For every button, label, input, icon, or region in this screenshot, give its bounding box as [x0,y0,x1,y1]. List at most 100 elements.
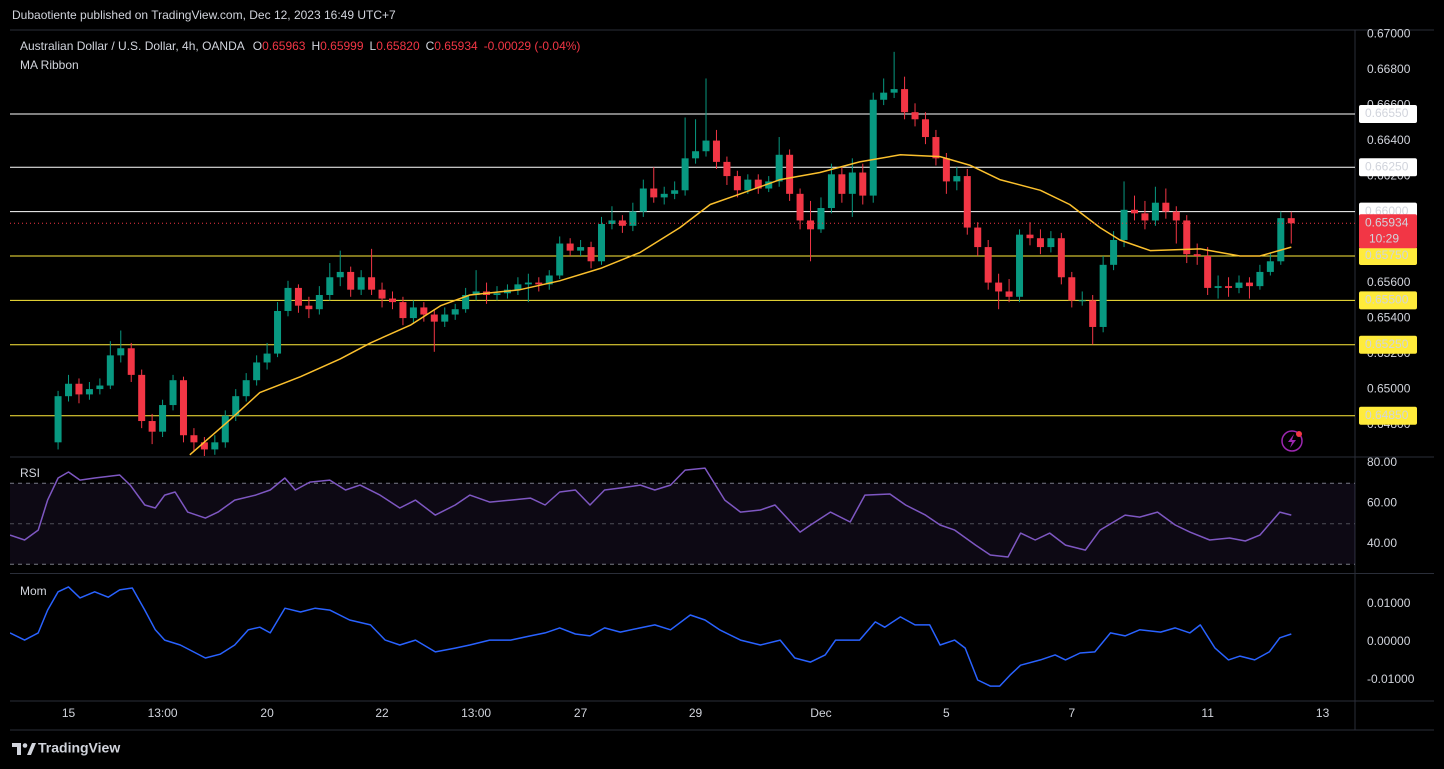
candle-body [420,307,428,315]
candle-body [984,247,992,283]
y-tick-label: 0.00000 [1367,634,1411,648]
candle-body [159,405,167,432]
candle-body [723,161,731,177]
candle-body [54,396,62,443]
tradingview-logo [12,743,36,755]
x-tick-label: 5 [943,706,950,720]
logo-mark [22,743,28,748]
last-price-box [1359,214,1417,249]
candle-body [190,435,198,443]
candle-body [1005,291,1013,297]
mom-line [10,586,1292,687]
price-change: -0.00029 (-0.04%) [484,39,581,53]
candle-body [545,275,553,285]
candle-body [650,188,658,198]
candle-body [1172,211,1180,221]
candle-body [817,208,825,230]
candle-body [1057,238,1065,278]
candle-body [1036,238,1044,248]
symbol-title: Australian Dollar / U.S. Dollar, 4h, OAN… [20,39,245,53]
y-tick-label: 0.65600 [1367,275,1411,289]
candle-body [1089,300,1097,327]
candle-body [744,179,752,191]
x-tick-label: 29 [689,706,703,720]
x-tick-label: 13:00 [148,706,178,720]
candle-body [524,282,532,285]
candle-body [629,211,637,226]
candle-body [566,243,574,251]
candle-body [702,140,710,152]
candle-body [890,89,898,93]
ohlc-value: 0.65934 [434,39,478,53]
candle-body [692,151,700,159]
candle-body [995,282,1003,292]
candle-body [660,193,668,198]
candle-body [765,181,773,189]
candle-body [315,295,323,310]
level-label-box [1359,335,1417,354]
candle-body [1162,202,1170,212]
ohlc-key: L [370,39,377,53]
axes: 15 13:00 20 22 13:00 27 29 Dec 5 7 11 13 0.67000 0.66… [62,26,1417,720]
footer-brand: TradingView [38,740,120,756]
candle-body [1078,300,1086,302]
candle-body [1141,213,1149,221]
candle-body [807,220,815,230]
alert-dot [1296,431,1302,437]
candle-body [786,154,794,194]
candle-body [942,158,950,182]
level-label-box [1359,104,1417,123]
candle-body [336,271,344,278]
candle-body [921,119,929,138]
candle-body [179,380,187,436]
y-tick-label: -0.01000 [1367,672,1415,686]
y-tick-label: 40.00 [1367,536,1397,550]
candle-body [1047,238,1055,248]
alert-bolt [1288,434,1296,448]
main-pane [10,51,1355,456]
alert-icon[interactable] [1281,430,1303,452]
candle-body [859,172,867,196]
y-tick-label: 0.67000 [1367,26,1411,40]
ohlc-value: 0.65999 [320,39,364,53]
candle-body [305,305,313,310]
candle-body [911,112,919,120]
candle-body [1026,234,1034,239]
ma-line [189,154,1292,456]
level-label-box [1359,158,1417,177]
candle-body [671,190,679,194]
candle-body [263,353,271,363]
candle-body [1183,220,1191,255]
candle-body [117,348,125,356]
candle-body [357,277,365,290]
candle-body [169,380,177,406]
x-tick-label: 13 [1316,706,1330,720]
x-tick-label: 15 [62,706,76,720]
y-tick-label: 0.66800 [1367,62,1411,76]
candle-body [535,282,543,285]
candle-body [96,385,104,390]
candle-body [963,176,971,228]
level-label: 0.65500 [1365,293,1409,307]
candle-body [775,154,783,182]
symbol-legend: Australian Dollar / U.S. Dollar, 4h, OAN… [20,39,580,53]
candle-body [1225,286,1233,288]
candle-body [754,179,762,189]
rsi-line [10,467,1292,558]
x-tick-label: 7 [1068,706,1075,720]
level-label: 0.64850 [1365,408,1409,422]
candle-body [200,442,208,450]
candle-body [409,307,417,319]
candle-body [242,380,250,397]
y-tick-label: 0.01000 [1367,596,1411,610]
candle-body [514,284,522,290]
rsi-pane [10,467,1355,565]
candle-body [232,396,240,416]
candle-body [284,287,292,311]
candle-body [1130,209,1138,214]
candle-body [901,89,909,113]
candle-body [712,140,720,162]
bar-countdown: 10:29 [1369,231,1399,245]
candle-body [253,362,261,381]
